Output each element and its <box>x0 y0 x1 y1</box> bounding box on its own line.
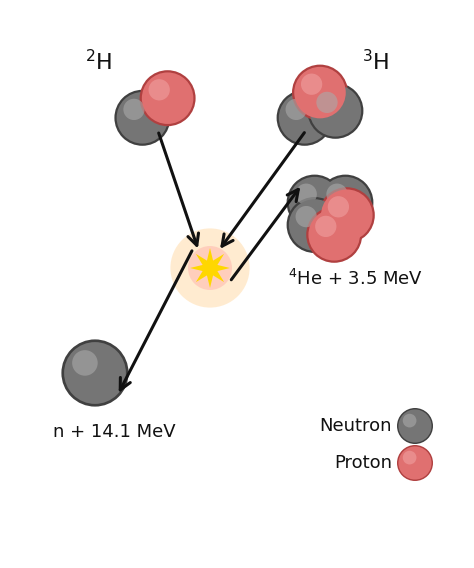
Circle shape <box>114 90 170 146</box>
Text: Proton: Proton <box>334 454 392 472</box>
Circle shape <box>315 216 337 237</box>
Circle shape <box>328 196 349 218</box>
Circle shape <box>72 350 98 375</box>
Circle shape <box>318 174 374 231</box>
Circle shape <box>403 451 417 465</box>
Circle shape <box>188 246 232 290</box>
Circle shape <box>319 177 371 228</box>
Circle shape <box>316 92 337 113</box>
Circle shape <box>327 183 347 205</box>
Text: $^2$H: $^2$H <box>85 49 113 74</box>
Circle shape <box>397 408 433 444</box>
Circle shape <box>287 197 343 253</box>
Text: $^4$He + 3.5 MeV: $^4$He + 3.5 MeV <box>288 269 423 289</box>
Circle shape <box>62 340 128 407</box>
Circle shape <box>117 92 168 144</box>
Text: $^3$H: $^3$H <box>363 49 390 74</box>
Circle shape <box>319 187 375 243</box>
Circle shape <box>64 342 126 404</box>
Text: n + 14.1 MeV: n + 14.1 MeV <box>53 423 176 441</box>
Circle shape <box>289 177 340 228</box>
Circle shape <box>308 83 364 139</box>
Circle shape <box>296 183 317 205</box>
Circle shape <box>285 99 307 120</box>
Circle shape <box>310 85 361 136</box>
Circle shape <box>123 99 145 120</box>
Circle shape <box>301 74 322 95</box>
Circle shape <box>279 92 330 144</box>
Circle shape <box>294 67 346 118</box>
Circle shape <box>170 228 250 308</box>
Circle shape <box>287 174 343 231</box>
Text: Neutron: Neutron <box>319 417 392 435</box>
Circle shape <box>306 207 362 263</box>
Circle shape <box>397 445 433 481</box>
Circle shape <box>277 90 333 146</box>
Circle shape <box>289 199 340 250</box>
Circle shape <box>399 446 431 479</box>
Circle shape <box>309 209 360 261</box>
Polygon shape <box>190 248 230 288</box>
Circle shape <box>142 73 193 124</box>
Circle shape <box>296 206 317 227</box>
Circle shape <box>399 410 431 442</box>
Circle shape <box>403 414 417 428</box>
Circle shape <box>292 65 348 120</box>
Circle shape <box>148 79 170 101</box>
Circle shape <box>140 70 196 126</box>
Circle shape <box>321 190 373 241</box>
